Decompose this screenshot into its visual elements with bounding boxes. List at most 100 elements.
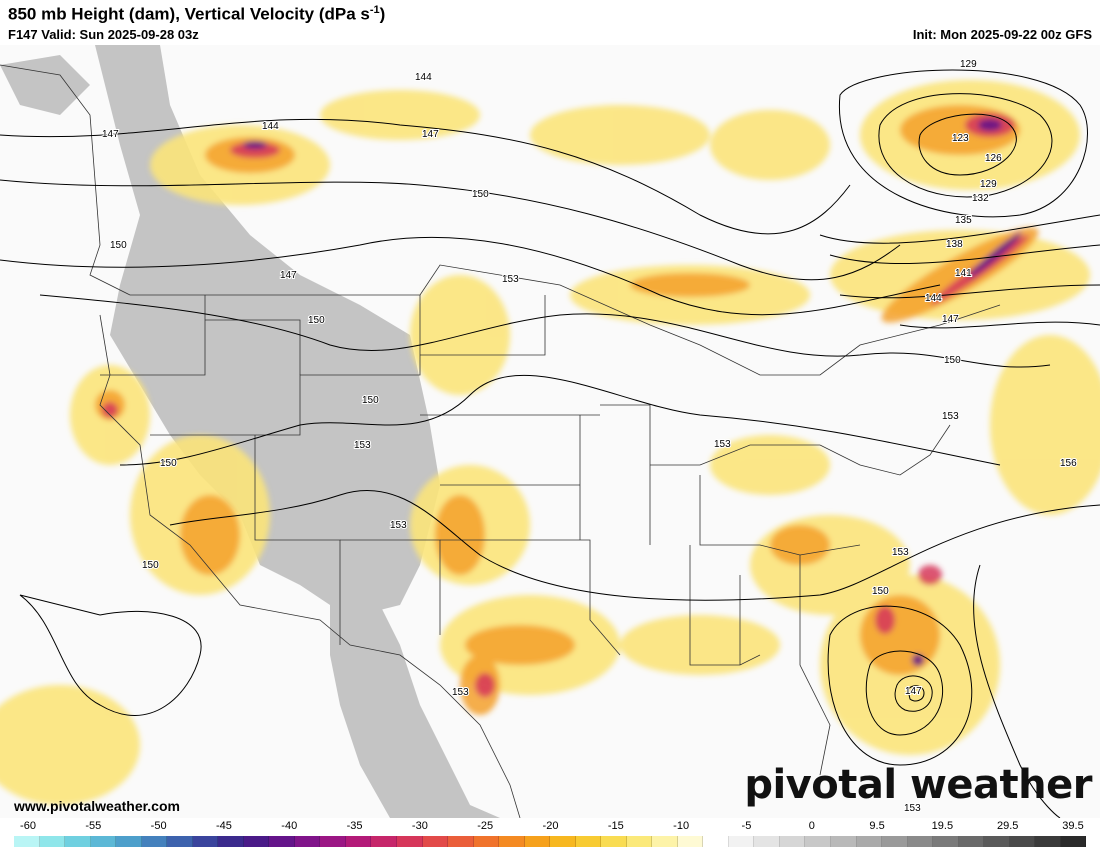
colorbar-swatch (550, 836, 576, 847)
colorbar-swatch (422, 836, 449, 847)
colorbar-tick-label: -5 (741, 820, 752, 832)
contour-label: 150 (160, 458, 177, 469)
colorbar-swatch (269, 836, 295, 847)
colorbar-tick-label: -20 (542, 820, 559, 832)
colorbar-swatch (65, 836, 91, 847)
contour-label: 153 (714, 439, 731, 450)
contour-label: 129 (980, 179, 997, 190)
contour-label: 150 (872, 586, 889, 597)
contour-label: 147 (102, 129, 119, 140)
colorbar-swatch (218, 836, 244, 847)
contour-label: 123 (952, 133, 969, 144)
colorbar-tick-label: -55 (85, 820, 102, 832)
colorbar-swatch (933, 836, 959, 847)
colorbar-swatch (294, 836, 321, 847)
title-close: ) (379, 4, 386, 24)
colorbar-swatch (473, 836, 500, 847)
colorbar-tick-label: 0 (808, 820, 815, 832)
contour-label: 153 (502, 274, 519, 285)
contour-label: 144 (925, 293, 942, 304)
colorbar-swatch (167, 836, 193, 847)
init-time: Init: Mon 2025-09-22 00z GFS (912, 27, 1092, 42)
colorbar-swatch (677, 836, 704, 847)
contour-label: 153 (892, 547, 909, 558)
contour-label: 153 (354, 440, 371, 451)
title-exponent: -1 (369, 4, 380, 16)
colorbar-tick-label: -10 (673, 820, 690, 832)
colorbar-swatch (856, 836, 883, 847)
contour-label: 153 (904, 803, 921, 814)
contour-label: 150 (362, 395, 379, 406)
contour-label: 147 (905, 686, 922, 697)
colorbar-tick-label: -35 (346, 820, 363, 832)
colorbar-swatch (728, 836, 755, 847)
colorbar-swatch (116, 836, 142, 847)
colorbar-swatch (448, 836, 474, 847)
colorbar-tick-label: 39.5 (1062, 820, 1084, 832)
colorbar-swatch (1035, 836, 1061, 847)
contour-label: 135 (955, 215, 972, 226)
colorbar-tick-label: 9.5 (869, 820, 885, 832)
colorbar-tick-label: 19.5 (931, 820, 954, 832)
contour-label: 153 (390, 520, 407, 531)
contour-label: 150 (944, 355, 961, 366)
contour-label: 144 (262, 121, 279, 132)
contour-label: 147 (280, 270, 297, 281)
map-title: 850 mb Height (dam), Vertical Velocity (… (8, 4, 385, 25)
colorbar-tick-label: -45 (215, 820, 232, 832)
colorbar-swatch (626, 836, 653, 847)
contour-label: 141 (955, 268, 972, 279)
contour-label: 153 (942, 411, 959, 422)
colorbar-swatch (345, 836, 372, 847)
colorbar-swatch (371, 836, 397, 847)
contour-label: 150 (472, 189, 489, 200)
contour-label: 129 (960, 59, 977, 70)
political-borders (0, 64, 1001, 818)
pivotal-weather-logo: pivotal weather (744, 762, 1092, 808)
colorbar-swatch (882, 836, 908, 847)
colorbar-swatch (396, 836, 423, 847)
colorbar-swatch (141, 836, 168, 847)
contour-labels: 144 147 144 147 150 123 126 129 129 132 … (101, 58, 1078, 815)
colorbar-swatch (14, 836, 40, 847)
colorbar-swatch (243, 836, 270, 847)
height-contours (0, 69, 1100, 818)
colorbar-tick-label: -50 (150, 820, 167, 832)
weather-map: 144 147 144 147 150 123 126 129 129 132 … (0, 45, 1100, 818)
contour-label: 147 (422, 129, 439, 140)
colorbar-swatch (831, 836, 857, 847)
colorbar-swatch (1060, 836, 1087, 847)
contour-label: 126 (985, 153, 1002, 164)
contour-label: 144 (415, 72, 432, 83)
colorbar-swatch (320, 836, 346, 847)
colorbar-swatch (90, 836, 117, 847)
colorbar-tick-label: -25 (477, 820, 494, 832)
colorbar-swatch (39, 836, 66, 847)
colorbar-swatch (575, 836, 602, 847)
contour-label: 150 (142, 560, 159, 571)
colorbar-labels: -60 -55 -50 -45 -40 -35 -30 -25 -20 -15 -10 -5 0 9.5 1… (0, 818, 1100, 834)
colorbar-swatch (652, 836, 678, 847)
colorbar-swatch (984, 836, 1010, 847)
colorbar-tick-label: 29.5 (996, 820, 1019, 832)
colorbar-swatch (907, 836, 934, 847)
colorbar-swatch (524, 836, 551, 847)
colorbar-strip (14, 836, 1087, 847)
colorbar-tick-label: -40 (281, 820, 298, 832)
colorbar-swatch (1009, 836, 1036, 847)
contour-label: 150 (110, 240, 127, 251)
contour-label: 138 (946, 239, 963, 250)
map-canvas: 144 147 144 147 150 123 126 129 129 132 … (0, 45, 1100, 818)
website-url: www.pivotalweather.com (14, 798, 180, 814)
contour-label: 153 (452, 687, 469, 698)
contour-label: 147 (942, 314, 959, 325)
colorbar-swatch (192, 836, 219, 847)
contour-label: 156 (1060, 458, 1077, 469)
valid-time: F147 Valid: Sun 2025-09-28 03z (8, 27, 199, 42)
colorbar: -60 -55 -50 -45 -40 -35 -30 -25 -20 -15 -10 -5 0 9.5 1… (0, 818, 1100, 850)
colorbar-tick-label: -60 (20, 820, 36, 832)
colorbar-swatch (703, 836, 729, 847)
colorbar-swatch (805, 836, 831, 847)
colorbar-tick-label: -15 (607, 820, 624, 832)
colorbar-swatch (601, 836, 627, 847)
